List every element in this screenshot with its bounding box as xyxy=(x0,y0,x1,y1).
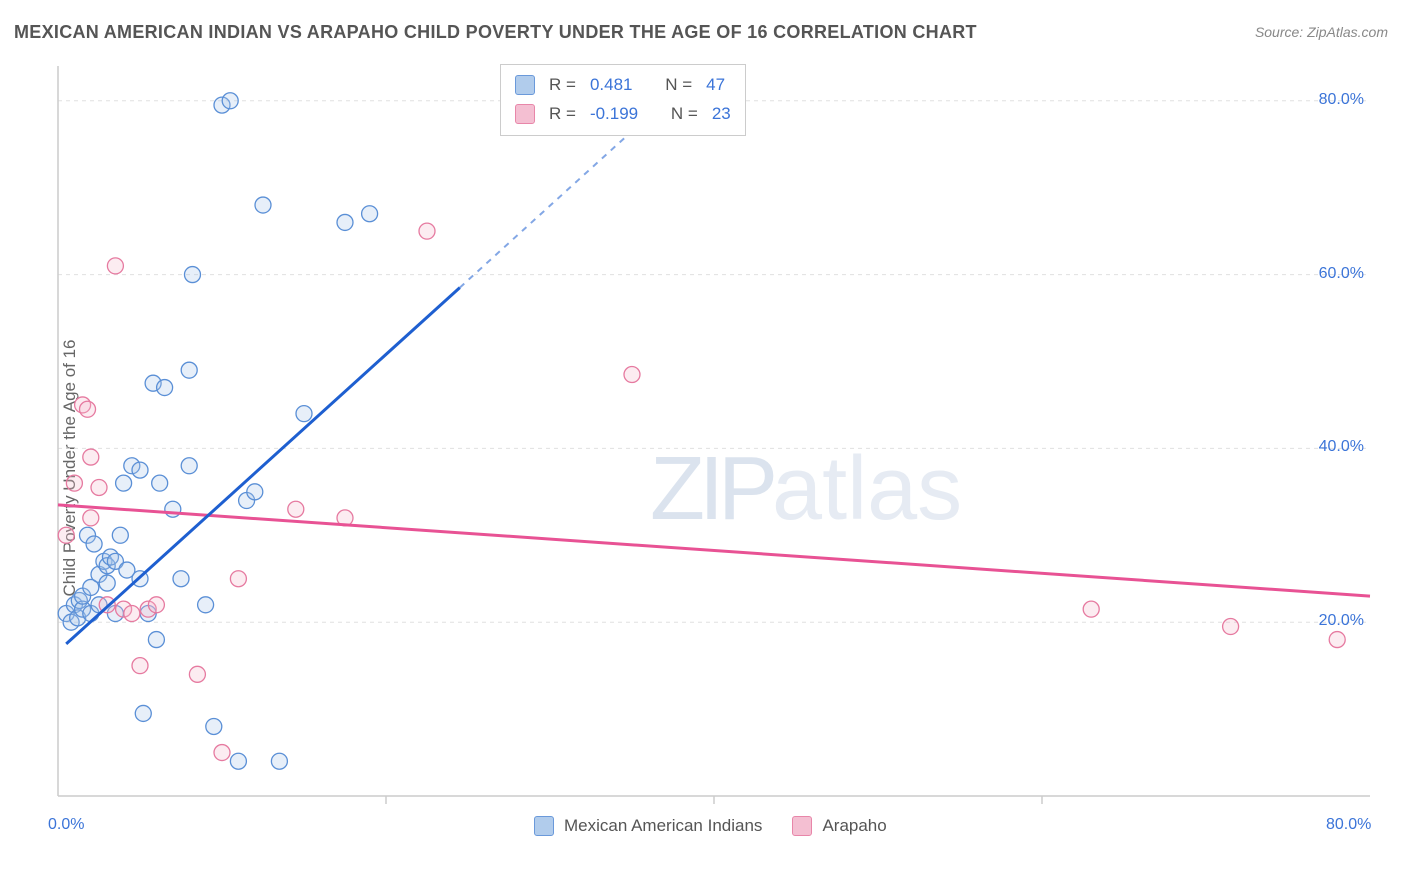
stats-row-series-a: R = 0.481 N = 47 xyxy=(515,71,731,100)
legend-swatch-series-a xyxy=(534,816,554,836)
scatter-chart-svg xyxy=(50,58,1390,838)
r-value-series-b: -0.199 xyxy=(590,100,638,129)
y-tick-label: 80.0% xyxy=(1319,91,1364,109)
source-attribution: Source: ZipAtlas.com xyxy=(1255,24,1388,40)
n-value-series-a: 47 xyxy=(706,71,725,100)
swatch-series-b xyxy=(515,104,535,124)
legend-label-series-b: Arapaho xyxy=(822,816,886,836)
y-tick-label: 60.0% xyxy=(1319,265,1364,283)
swatch-series-a xyxy=(515,75,535,95)
y-tick-label: 40.0% xyxy=(1319,438,1364,456)
legend: Mexican American Indians Arapaho xyxy=(530,814,891,838)
n-value-series-b: 23 xyxy=(712,100,731,129)
y-tick-label: 20.0% xyxy=(1319,612,1364,630)
r-value-series-a: 0.481 xyxy=(590,71,633,100)
n-label: N = xyxy=(671,100,698,129)
legend-label-series-a: Mexican American Indians xyxy=(564,816,762,836)
chart-title: MEXICAN AMERICAN INDIAN VS ARAPAHO CHILD… xyxy=(14,22,977,43)
x-tick-label: 0.0% xyxy=(48,816,84,834)
r-label: R = xyxy=(549,71,576,100)
correlation-stats-box: R = 0.481 N = 47 R = -0.199 N = 23 xyxy=(500,64,746,136)
plot-area: Child Poverty Under the Age of 16 ZIPatl… xyxy=(50,58,1390,838)
legend-item-series-b: Arapaho xyxy=(792,816,886,836)
r-label: R = xyxy=(549,100,576,129)
stats-row-series-b: R = -0.199 N = 23 xyxy=(515,100,731,129)
legend-swatch-series-b xyxy=(792,816,812,836)
x-tick-label: 80.0% xyxy=(1326,816,1371,834)
legend-item-series-a: Mexican American Indians xyxy=(534,816,762,836)
n-label: N = xyxy=(665,71,692,100)
